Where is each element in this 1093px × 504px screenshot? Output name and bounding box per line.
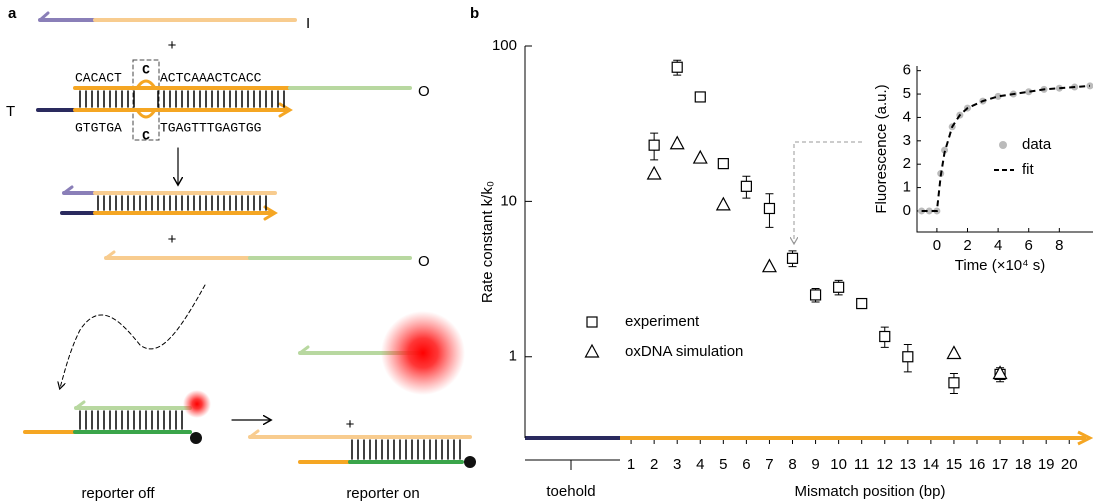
x-tick-label: 19 (1038, 456, 1055, 473)
y-tick-label: 0 (903, 202, 911, 219)
caption: reporter off (81, 485, 155, 502)
inset-frame (916, 66, 1093, 233)
mismatch: C (142, 128, 150, 143)
axis-arrow (1077, 430, 1093, 446)
marker-square (648, 139, 660, 151)
data-point (994, 92, 1002, 100)
mismatch: C (142, 62, 150, 77)
x-tick-label: 6 (1025, 237, 1033, 254)
legend-label: experiment (625, 313, 700, 330)
x-tick-label: 2 (963, 237, 971, 254)
x-tick-label: 10 (830, 456, 847, 473)
x-axis-label: Mismatch position (bp) (795, 483, 946, 500)
marker-triangle (692, 149, 708, 164)
x-tick-label: 9 (811, 456, 819, 473)
marker-square (717, 158, 729, 170)
marker-square (879, 330, 891, 343)
sequence: CACACT (75, 70, 122, 85)
legend-label: fit (1022, 161, 1035, 178)
marker-square (763, 202, 776, 215)
legend-marker (999, 141, 1007, 149)
y-tick-label: 3 (903, 132, 911, 149)
x-tick-label: 8 (788, 456, 796, 473)
marker-triangle (946, 345, 962, 360)
legend-label: oxDNA simulation (625, 343, 743, 360)
x-tick-label: 14 (923, 456, 940, 473)
marker-square (948, 377, 960, 389)
x-tick-label: 18 (1015, 456, 1032, 473)
marker-square (833, 281, 845, 293)
annotation: toehold (546, 483, 595, 500)
marker-square (856, 297, 868, 310)
y-tick-label: 4 (903, 108, 911, 125)
marker-square (740, 180, 752, 192)
marker-square (786, 252, 799, 264)
data-point (941, 146, 949, 154)
marker-triangle (992, 365, 1008, 380)
x-axis-label: Time (×10⁴ s) (955, 257, 1046, 274)
y-tick-label: 10 (500, 192, 517, 209)
marker-square (809, 289, 822, 301)
x-tick-label: 11 (854, 456, 870, 473)
marker-square (671, 61, 683, 73)
marker-triangle (669, 135, 685, 150)
strand-label: T (6, 103, 15, 120)
sequence: ACTCAAACTCACC (160, 70, 262, 85)
x-tick-label: 6 (742, 456, 750, 473)
x-tick-label: 1 (627, 456, 635, 473)
sequence: TGAGTTTGAGTGG (160, 120, 261, 135)
x-tick-label: 4 (994, 237, 1002, 254)
x-tick-label: 15 (946, 456, 963, 473)
x-tick-label: 5 (719, 456, 727, 473)
y-tick-label: 1 (903, 179, 911, 196)
marker-triangle (761, 258, 777, 273)
y-tick-label: 100 (492, 37, 517, 54)
y-axis-label: Fluorescence (a.u.) (873, 84, 890, 213)
x-tick-label: 4 (696, 456, 704, 473)
panel-label: a (8, 5, 17, 22)
strand-label: O (418, 253, 430, 270)
y-tick-label: 5 (903, 85, 911, 102)
plus: + (168, 37, 177, 54)
x-tick-label: 12 (876, 456, 893, 473)
sequence: GTGTGA (75, 120, 122, 135)
x-tick-label: 20 (1061, 456, 1078, 473)
y-axis-label: Rate constant k/k₀ (479, 181, 496, 303)
panel-label: b (470, 5, 479, 22)
legend-label: data (1022, 136, 1052, 153)
marker-triangle (715, 196, 731, 211)
marker-triangle (646, 165, 662, 180)
plus: + (168, 231, 177, 248)
inset-pointer (794, 141, 862, 243)
y-tick-label: 6 (903, 62, 911, 79)
caption: reporter on (346, 485, 419, 502)
fit-line (921, 84, 1091, 212)
x-tick-label: 16 (969, 456, 986, 473)
data-point (925, 207, 933, 215)
diagram: a I + CACACT ACTCAAACTCACC C O T GTGTGA … (6, 5, 476, 502)
x-tick-label: 2 (650, 456, 658, 473)
marker-square (694, 91, 706, 103)
x-tick-label: 8 (1055, 237, 1063, 254)
y-tick-label: 2 (903, 155, 911, 172)
strand-label: I (306, 15, 310, 32)
x-tick-label: 13 (899, 456, 916, 473)
x-tick-label: 0 (933, 237, 941, 254)
strand-label: O (418, 83, 430, 100)
x-tick-label: 17 (992, 456, 1009, 473)
marker-square (586, 316, 598, 328)
plus: + (346, 416, 355, 433)
x-tick-label: 7 (765, 456, 773, 473)
marker-triangle (584, 343, 600, 358)
data-point (1025, 88, 1033, 96)
y-tick-label: 1 (509, 348, 517, 365)
marker-square (902, 351, 914, 363)
x-tick-label: 3 (673, 456, 681, 473)
